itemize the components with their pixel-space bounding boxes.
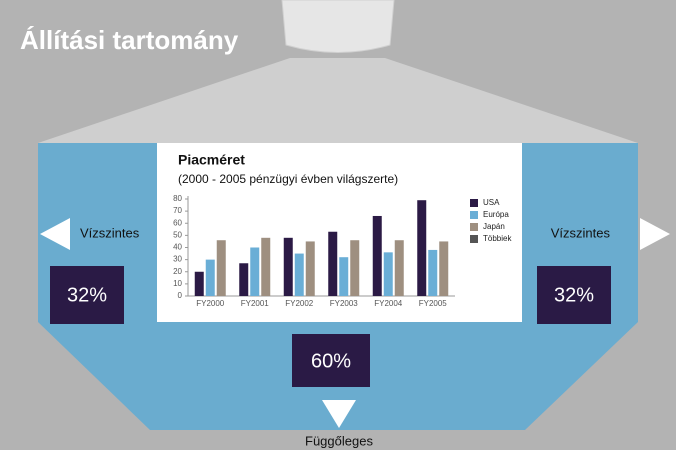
bar bbox=[306, 241, 315, 296]
bar bbox=[350, 240, 359, 296]
legend-label: Többiek bbox=[483, 234, 512, 243]
legend-label: USA bbox=[483, 198, 500, 207]
x-tick-label: FY2000 bbox=[196, 299, 225, 308]
bar bbox=[239, 263, 248, 296]
bar bbox=[206, 260, 215, 296]
bar bbox=[428, 250, 437, 296]
bar bbox=[384, 252, 393, 296]
bottom-label: Függőleges bbox=[305, 433, 373, 448]
bar bbox=[195, 272, 204, 296]
bar bbox=[373, 216, 382, 296]
bar bbox=[250, 248, 259, 297]
projector bbox=[282, 0, 394, 53]
left-value: 32% bbox=[67, 284, 107, 306]
legend-label: Japán bbox=[483, 222, 505, 231]
page-title: Állítási tartomány bbox=[20, 25, 239, 55]
page: Állítási tartomány Vízszintes 32% Vízszi… bbox=[0, 0, 676, 450]
x-tick-label: FY2002 bbox=[285, 299, 314, 308]
bar bbox=[217, 240, 226, 296]
y-tick-label: 0 bbox=[178, 291, 183, 300]
legend-label: Európa bbox=[483, 210, 509, 219]
y-tick-label: 40 bbox=[173, 243, 182, 252]
bar bbox=[439, 241, 448, 296]
legend-swatch bbox=[470, 235, 478, 243]
right-value: 32% bbox=[554, 284, 594, 306]
chart-title: Piacméret bbox=[178, 152, 245, 168]
legend-swatch bbox=[470, 199, 478, 207]
bar bbox=[284, 238, 293, 296]
y-tick-label: 20 bbox=[173, 267, 182, 276]
bar bbox=[328, 232, 337, 296]
y-tick-label: 70 bbox=[173, 206, 182, 215]
bar bbox=[395, 240, 404, 296]
chart-subtitle: (2000 - 2005 pénzügyi évben világszerte) bbox=[178, 172, 398, 186]
x-tick-label: FY2003 bbox=[330, 299, 359, 308]
legend-swatch bbox=[470, 223, 478, 231]
y-tick-label: 60 bbox=[173, 218, 182, 227]
x-tick-label: FY2005 bbox=[419, 299, 448, 308]
bar bbox=[261, 238, 270, 296]
left-label: Vízszintes bbox=[80, 225, 140, 240]
bottom-value: 60% bbox=[311, 350, 351, 372]
y-tick-label: 80 bbox=[173, 194, 182, 203]
bar bbox=[417, 200, 426, 296]
bar bbox=[295, 254, 304, 296]
right-label: Vízszintes bbox=[551, 225, 611, 240]
legend-swatch bbox=[470, 211, 478, 219]
x-tick-label: FY2001 bbox=[241, 299, 270, 308]
bar bbox=[339, 257, 348, 296]
y-tick-label: 50 bbox=[173, 230, 182, 239]
y-tick-label: 30 bbox=[173, 255, 182, 264]
x-tick-label: FY2004 bbox=[374, 299, 403, 308]
y-tick-label: 10 bbox=[173, 279, 182, 288]
